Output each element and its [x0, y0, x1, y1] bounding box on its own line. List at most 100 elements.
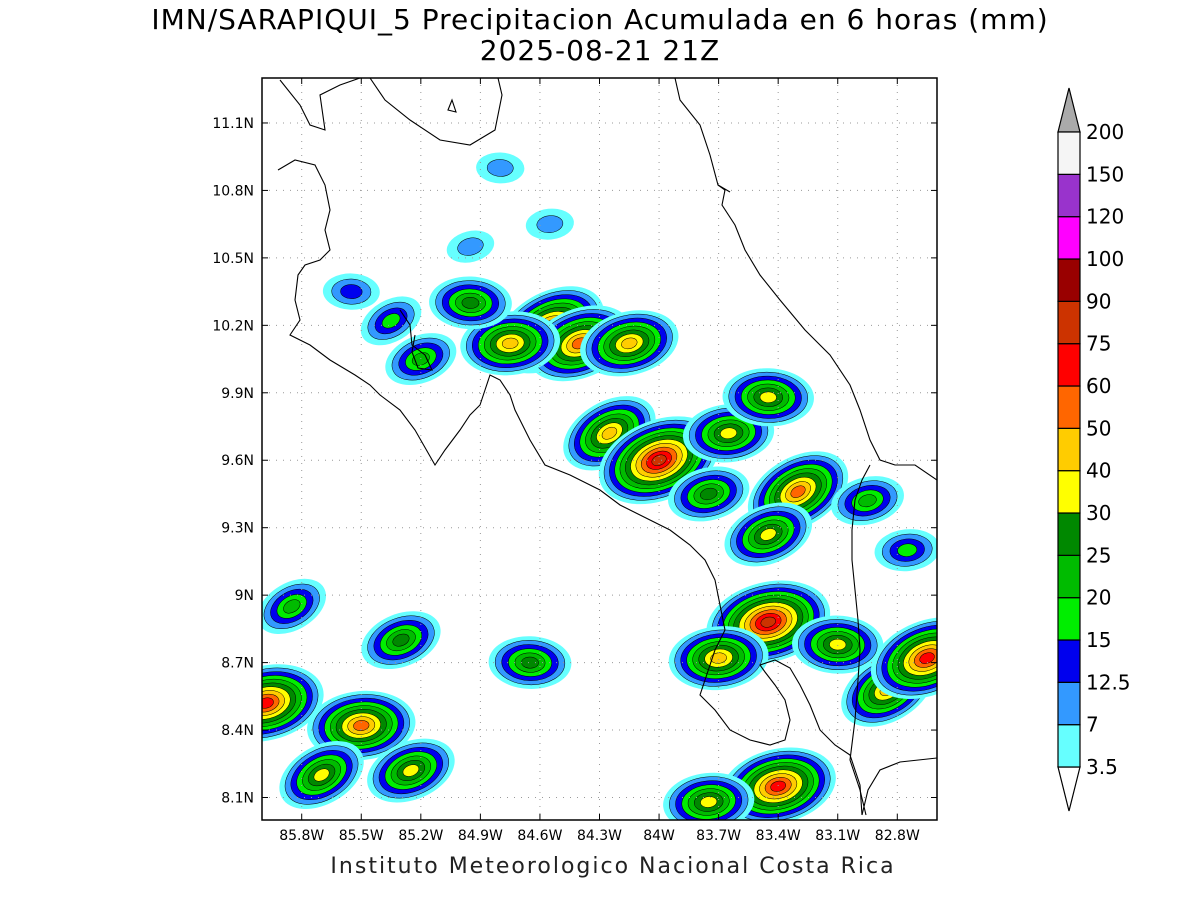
contour-band [392, 633, 410, 647]
grid-lines [262, 78, 937, 820]
precip-cell [870, 617, 937, 700]
contour-band [461, 296, 480, 309]
contour-band [651, 454, 667, 466]
contour-band [486, 159, 514, 177]
colorbar-label: 15 [1086, 628, 1111, 652]
colorbar-swatch [1057, 300, 1081, 345]
contour-band [760, 616, 776, 628]
panama-border [849, 464, 871, 816]
colorbar-swatch [1057, 131, 1081, 175]
contour-band [621, 337, 638, 350]
lat-tick-label: 8.7N [221, 656, 254, 672]
contour-band [283, 599, 301, 614]
colorbar-swatch [1057, 173, 1081, 218]
colorbar-swatch [1057, 681, 1081, 726]
lake-nicaragua-shore [369, 78, 503, 146]
gulf-of-nicoya [399, 309, 433, 371]
colorbar-swatch [1057, 470, 1081, 514]
contour-band [501, 337, 519, 349]
precip-cell [322, 273, 380, 310]
contour-band [536, 215, 564, 233]
contour-band [759, 391, 777, 403]
precip-cell [831, 476, 904, 526]
credit-text: Instituto Meteorologico Nacional Costa R… [330, 854, 896, 879]
contour-band [340, 284, 363, 299]
colorbar-swatch [1057, 597, 1081, 641]
lon-tick-label: 85.5W [339, 828, 384, 844]
precip-cell [792, 615, 884, 674]
contour-band [353, 720, 370, 732]
colorbar-label: 60 [1086, 374, 1111, 398]
contour-band [858, 494, 877, 508]
lat-tick-label: 9.6N [221, 453, 254, 469]
precip-cell [429, 276, 512, 330]
lon-tick-label: 83.1W [815, 828, 860, 844]
colorbar-label: 120 [1086, 205, 1124, 229]
precip-cell [262, 664, 324, 742]
contour-band [700, 796, 718, 808]
contour-band [760, 528, 777, 541]
contour-band [897, 543, 918, 557]
lat-tick-label: 8.4N [221, 723, 254, 739]
precip-cell [663, 772, 755, 820]
precip-cell [279, 741, 364, 810]
precip-cell [874, 529, 937, 572]
precip-cell [724, 502, 813, 567]
lat-tick-label: 8.1N [221, 791, 254, 807]
colorbar-label: 12.5 [1086, 670, 1131, 694]
colorbar-label: 200 [1086, 120, 1124, 144]
contour-band [313, 768, 330, 782]
colorbar-label: 30 [1086, 501, 1111, 525]
lat-tick-label: 10.5N [212, 251, 254, 267]
lon-tick-label: 84.9W [458, 828, 503, 844]
lat-tick-label: 10.8N [212, 183, 254, 199]
lon-tick-label: 84.6W [517, 828, 562, 844]
map-title: IMN/SARAPIQUI_5 Precipitacion Acumulada … [151, 3, 1049, 36]
lat-tick-label: 9N [235, 588, 254, 604]
colorbar-label: 20 [1086, 586, 1111, 610]
panama-coast [861, 757, 937, 816]
precip-cell [580, 310, 679, 377]
lon-tick-label: 82.8W [875, 828, 920, 844]
precip-cell [488, 636, 572, 689]
lat-tick-label: 11.1N [212, 116, 254, 132]
colorbar-label: 7 [1086, 713, 1099, 737]
precip-cell [668, 466, 750, 522]
contour-band [770, 780, 786, 792]
contour-band [601, 426, 618, 440]
colorbar-under-arrow [1057, 766, 1081, 812]
coast-detail [717, 184, 731, 193]
precip-cell [361, 611, 441, 670]
lon-tick-label: 84W [643, 828, 675, 844]
lon-tick-label: 83.4W [756, 828, 801, 844]
precip-cell [668, 626, 769, 691]
colorbar-swatch [1057, 427, 1081, 472]
colorbar-swatch [1057, 512, 1081, 556]
colorbar-label: 40 [1086, 459, 1111, 483]
nicaragua-coast [279, 78, 361, 131]
caribbean-coast [674, 78, 937, 481]
colorbar-over-arrow [1057, 87, 1081, 133]
colorbar-swatch [1057, 639, 1081, 683]
map-date: 2025-08-21 21Z [479, 34, 721, 67]
lon-tick-label: 83.7W [696, 828, 741, 844]
colorbar-swatch [1057, 343, 1081, 387]
colorbar-swatch [1057, 385, 1081, 429]
contour-band [720, 427, 738, 439]
colorbar-label: 25 [1086, 543, 1111, 567]
colorbar-label: 3.5 [1086, 755, 1118, 779]
axis-ticks: 85.8W 85.5W 85.2W 84.9W 84.6W 84.3W 84W 83.7W 83… [212, 78, 937, 844]
colorbar-swatch [1057, 554, 1081, 599]
precip-cell [722, 368, 814, 427]
colorbar-swatch [1057, 216, 1081, 260]
precipitation-field [262, 152, 937, 820]
contour-band [381, 313, 401, 329]
lat-tick-label: 9.9N [221, 386, 254, 402]
colorbar-label: 100 [1086, 247, 1124, 271]
contour-band [402, 764, 420, 777]
colorbar-label: 150 [1086, 162, 1124, 186]
colorbar-swatch [1057, 724, 1081, 768]
lat-tick-label: 9.3N [221, 521, 254, 537]
contour-band [919, 652, 935, 664]
